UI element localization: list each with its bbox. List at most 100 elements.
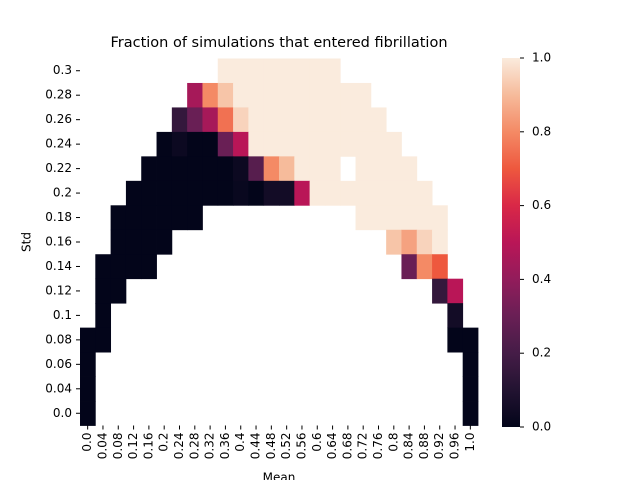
- heatmap-cell: [324, 82, 341, 108]
- heatmap-cell: [263, 131, 280, 157]
- x-tick-label: 0.56: [294, 433, 308, 460]
- x-tick-label: 0.12: [126, 433, 140, 460]
- x-tick-label: 0.24: [172, 433, 186, 460]
- heatmap-cell: [386, 205, 402, 231]
- heatmap-cell: [279, 131, 295, 157]
- x-tick-label: 0.84: [402, 433, 416, 460]
- heatmap-cell: [386, 229, 402, 255]
- heatmap-cell: [447, 278, 464, 304]
- heatmap-cell: [95, 327, 112, 353]
- colorbar-tick-label: 0.6: [532, 198, 551, 212]
- heatmap-cell: [125, 205, 142, 231]
- heatmap-cell: [432, 254, 448, 280]
- heatmap-cell: [80, 376, 96, 402]
- heatmap-cell: [217, 107, 234, 133]
- heatmap-cell: [187, 131, 203, 157]
- heatmap-cell: [294, 58, 311, 84]
- heatmap-cell: [141, 229, 157, 255]
- heatmap-cell: [416, 229, 433, 255]
- y-tick-label: 0.08: [45, 332, 72, 346]
- x-tick-label: 0.0: [80, 433, 94, 452]
- x-tick-label: 0.76: [371, 433, 385, 460]
- heatmap-cell: [248, 180, 265, 206]
- heatmap-cell: [156, 131, 173, 157]
- heatmap-cell: [233, 131, 249, 157]
- heatmap-cell: [279, 58, 295, 84]
- heatmap-cell: [187, 180, 203, 206]
- heatmap-cell: [416, 205, 433, 231]
- heatmap-cell: [141, 205, 157, 231]
- x-tick-label: 0.28: [187, 433, 201, 460]
- heatmap-cell: [462, 327, 479, 353]
- heatmap-cell: [309, 82, 326, 108]
- heatmap-cell: [141, 180, 157, 206]
- heatmap-cell: [447, 327, 464, 353]
- heatmap-cell: [324, 131, 341, 157]
- heatmap-cell: [80, 352, 96, 377]
- heatmap-cell: [202, 156, 219, 182]
- x-tick-label: 0.64: [325, 433, 339, 460]
- heatmap-cell: [263, 180, 280, 206]
- heatmap-cell: [370, 156, 387, 182]
- heatmap-cell: [294, 180, 311, 206]
- x-tick-label: 0.32: [203, 433, 217, 460]
- x-tick-label: 0.44: [249, 433, 263, 460]
- heatmap-cell: [432, 205, 448, 231]
- heatmap-cell: [202, 180, 219, 206]
- heatmap-cell: [171, 180, 188, 206]
- heatmap-cell: [279, 107, 295, 133]
- heatmap-cell: [324, 156, 341, 182]
- y-tick-label: 0.26: [45, 112, 72, 126]
- heatmap-cell: [80, 401, 96, 426]
- heatmap-cell: [279, 156, 295, 182]
- heatmap-cell: [432, 229, 448, 255]
- heatmap-cell: [202, 107, 219, 133]
- y-tick-label: 0.24: [45, 137, 72, 151]
- heatmap-cell: [80, 327, 96, 353]
- heatmap-cell: [355, 107, 372, 133]
- heatmap-cell: [263, 107, 280, 133]
- y-tick-label: 0.04: [45, 381, 72, 395]
- heatmap-cell: [370, 107, 387, 133]
- heatmap-cell: [110, 278, 127, 304]
- heatmap-cell: [95, 278, 112, 304]
- x-tick-label: 0.72: [356, 433, 370, 460]
- heatmap-cell: [340, 82, 356, 108]
- x-tick-label: 0.48: [264, 433, 278, 460]
- heatmap-cell: [233, 82, 249, 108]
- heatmap-cell: [171, 131, 188, 157]
- heatmap-cell: [263, 58, 280, 84]
- heatmap-cell: [248, 58, 265, 84]
- heatmap-cell: [217, 82, 234, 108]
- heatmap-cell: [386, 180, 402, 206]
- heatmap-cell: [248, 131, 265, 157]
- heatmap-cell: [187, 156, 203, 182]
- y-tick-label: 0.28: [45, 88, 72, 102]
- heatmap-cell: [171, 156, 188, 182]
- colorbar-tick-label: 0.2: [532, 346, 551, 360]
- heatmap-cell: [309, 156, 326, 182]
- heatmap-cell: [171, 107, 188, 133]
- x-tick-label: 0.16: [141, 433, 155, 460]
- heatmap-cell: [324, 58, 341, 84]
- heatmap-cell: [95, 254, 112, 280]
- heatmap-cell: [370, 205, 387, 231]
- heatmap-cell: [401, 229, 418, 255]
- y-tick-label: 0.1: [53, 308, 72, 322]
- heatmap-cell: [263, 82, 280, 108]
- heatmap-cell: [217, 156, 234, 182]
- heatmap-cell: [187, 107, 203, 133]
- heatmap-cell: [355, 180, 372, 206]
- x-tick-label: 0.92: [432, 433, 446, 460]
- heatmap-cell: [141, 254, 157, 280]
- heatmap-cell: [233, 107, 249, 133]
- heatmap-cell: [401, 254, 418, 280]
- x-tick-label: 0.04: [95, 433, 109, 460]
- heatmap-cell: [447, 303, 464, 329]
- heatmap-cell: [141, 156, 157, 182]
- x-tick-label: 0.36: [218, 433, 232, 460]
- heatmap-cell: [248, 107, 265, 133]
- y-axis-label: Std: [20, 232, 34, 252]
- heatmap-cell: [233, 58, 249, 84]
